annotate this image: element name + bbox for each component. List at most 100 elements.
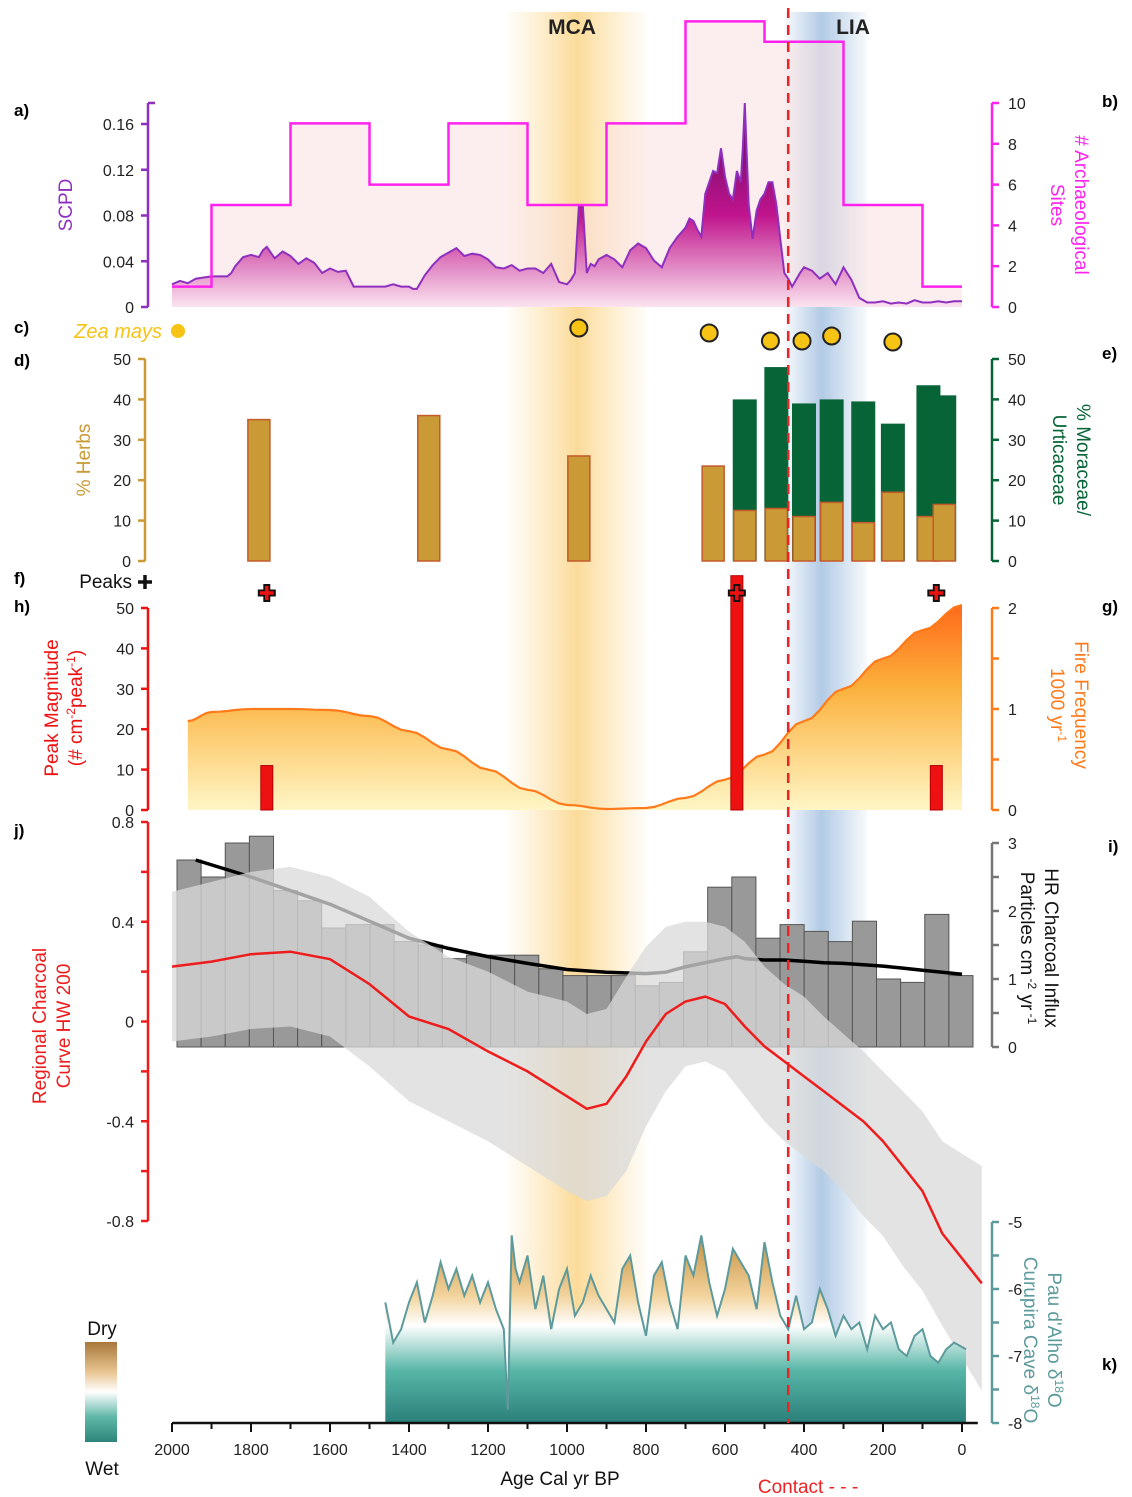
charcoal-influx-bar [876, 978, 902, 1048]
charcoal-influx-bar [851, 920, 878, 1048]
herbs-tick-label: 20 [113, 473, 131, 490]
peak-magnitude-bar [730, 575, 744, 811]
peak-cross [259, 586, 274, 600]
pollen-plot [247, 367, 957, 562]
herbs-tick-label: 40 [113, 392, 131, 409]
scpd-area [172, 103, 962, 307]
moraceae-tick-label: 50 [1008, 352, 1026, 369]
herbs-bar [733, 509, 757, 562]
x-axis-tick-label: 0 [958, 1442, 967, 1459]
sites-tick-label: 0 [1008, 300, 1017, 317]
peak-cross [729, 586, 744, 600]
zea-mays-point [760, 331, 780, 351]
herbs-bar [932, 503, 956, 562]
herbs-axis-title: % Herbs [74, 424, 95, 497]
cur-title: Curupira Cave δ18O [1019, 1257, 1042, 1424]
mca-label: MCA [548, 16, 596, 39]
herbs-tick-label: 50 [113, 352, 131, 369]
dry-label: Dry [87, 1319, 117, 1340]
arch-title-2: Sites [1046, 184, 1067, 226]
peak-magnitude-tick-label: 0 [125, 803, 134, 820]
regional-charcoal-plot [171, 866, 983, 1391]
charcoal-influx-bar [924, 913, 950, 1048]
panel-label-g: g) [1102, 597, 1118, 616]
peak-magnitude-bar [260, 765, 274, 811]
charcoal-influx-tick-label: 0 [1008, 1040, 1017, 1057]
pm-title-1: Peak Magnitude [42, 639, 63, 776]
scpd-tick-label: 0.12 [103, 163, 134, 180]
zea-mays-point [792, 331, 812, 351]
isotope-plot [384, 1235, 967, 1423]
peak-magnitude-tick-label: 20 [116, 722, 134, 739]
mor-title-2: Urticaceae [1048, 415, 1069, 506]
ff-title-1: Fire Frequency [1070, 641, 1091, 769]
regional-charcoal-tick-label: -0.4 [106, 1114, 134, 1131]
fire-tick-label: 1 [1008, 702, 1017, 719]
cur-title-main: Curupira Cave δ [1019, 1257, 1040, 1395]
regional-charcoal-tick-label: -0.8 [106, 1214, 134, 1231]
panel-label-a: a) [14, 101, 29, 120]
archaeological-sites-axis-title: # Archaeological Sites [1046, 135, 1091, 274]
fire-frequency-area [187, 605, 963, 810]
moraceae-tick-label: 40 [1008, 392, 1026, 409]
scpd-line [171, 102, 962, 305]
hr-title-2: Particles cm -2 yr -1 [1016, 872, 1039, 1025]
x-axis-tick-label: 800 [633, 1442, 660, 1459]
ff-title-2: 1000 yr-1 [1046, 668, 1069, 742]
ff-title-2-main: 1000 yr [1046, 668, 1067, 732]
herbs-tick-label: 10 [113, 514, 131, 531]
hr-title-2-main: Particles cm [1016, 872, 1037, 975]
charcoal-influx-tick-label: 3 [1008, 836, 1017, 853]
sites-tick-label: 6 [1008, 178, 1017, 195]
scpd-tick-label: 0.04 [103, 254, 134, 271]
zea-mays-point [883, 332, 903, 352]
isotope-tick-label: -6 [1008, 1282, 1022, 1299]
isotope-tick-label: -8 [1008, 1416, 1022, 1433]
zea-mays-point [822, 326, 842, 346]
panel-label-b: b) [1102, 92, 1118, 111]
peak-cross [929, 586, 944, 600]
wet-label: Wet [85, 1459, 119, 1480]
pm-title-2: (# cm-2peak-1) [64, 650, 87, 766]
x-axis-tick-label: 2000 [154, 1442, 190, 1459]
lia-label: LIA [836, 16, 870, 39]
herbs-bar [567, 455, 591, 562]
panel-label-d: d) [14, 351, 30, 370]
x-axis-title: Age Cal yr BP [500, 1469, 619, 1490]
peaks-label: Peaks [79, 572, 132, 593]
herbs-tick-label: 0 [122, 554, 131, 571]
peak-magnitude-tick-label: 40 [116, 641, 134, 658]
peak-magnitude-plot [260, 575, 943, 811]
peak-magnitude-tick-label: 30 [116, 682, 134, 699]
scpd-tick-label: 0.16 [103, 117, 134, 134]
panel-label-i: i) [1108, 837, 1118, 856]
herbs-bar [417, 414, 441, 562]
hr-title-1: HR Charcoal Influx [1040, 868, 1061, 1028]
scpd-tick-label: 0 [125, 300, 134, 317]
herbs-bar [819, 501, 844, 562]
charcoal-peaks-plot [257, 584, 946, 602]
x-axis-tick-label: 1800 [233, 1442, 269, 1459]
isotope-tick-label: -7 [1008, 1349, 1022, 1366]
peak-magnitude-bar [929, 765, 943, 811]
isotope-tick-label: -5 [1008, 1215, 1022, 1232]
panel-label-c: c) [14, 318, 29, 337]
regional-charcoal-tick-label: 0 [125, 1015, 134, 1032]
x-axis-tick-label: 400 [791, 1442, 818, 1459]
zea-mays-point [699, 323, 719, 343]
moraceae-tick-label: 0 [1008, 554, 1017, 571]
regional-charcoal-axis-title: Regional Charcoal Curve HW 200 [30, 948, 75, 1104]
fire-frequency-axis-title: Fire Frequency 1000 yr-1 [1046, 641, 1091, 769]
sites-step-line [172, 20, 962, 288]
herbs-bar [764, 507, 789, 562]
panel-label-e: e) [1102, 344, 1117, 363]
isotope-axis-title: Pau d'Alho δ18O Curupira Cave δ18O [1019, 1257, 1066, 1424]
herbs-bar [792, 515, 816, 562]
axes: 00.040.080.120.1602468100102030405001020… [103, 8, 1026, 1459]
charcoal-influx-tick-label: 1 [1008, 972, 1017, 989]
fire-frequency-line [187, 603, 963, 811]
regional-charcoal-confidence-band [172, 866, 982, 1391]
contact-label: Contact - - - [758, 1477, 858, 1497]
herbs-bar [247, 418, 271, 562]
